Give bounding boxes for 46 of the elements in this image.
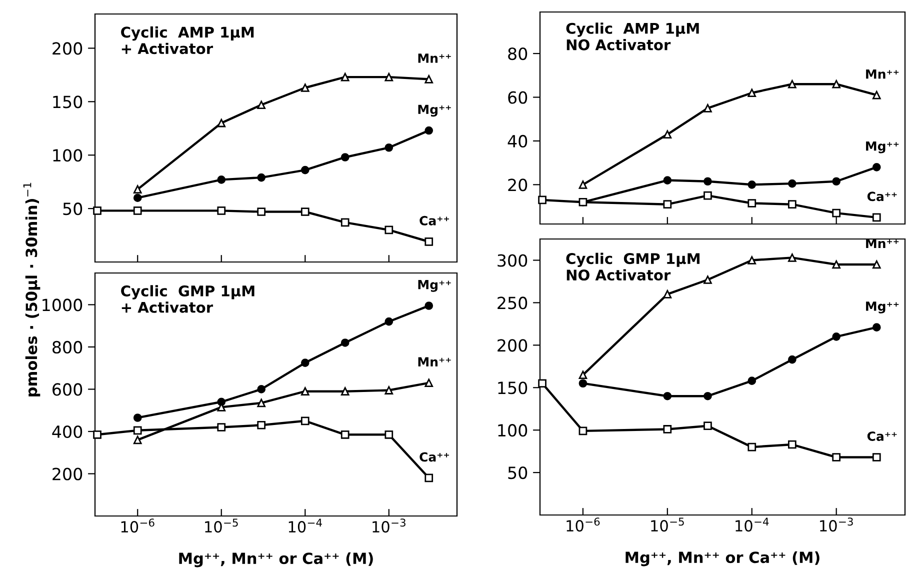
y-tick-label: 20 [508,178,528,192]
series-label: Mn⁺⁺ [418,54,451,63]
y-tick-label: 200 [498,339,528,352]
y-tick-label: 200 [52,42,82,55]
x-tick-label: 10$^{−4}$ [288,518,322,533]
series-label: Mg⁺⁺ [866,302,899,314]
text: Cyclic AMP 1µM NO Activator [566,22,699,50]
x-tick-label: 10$^{−5}$ [651,518,684,532]
series-label: Ca⁺⁺ [420,216,449,226]
text: Cyclic AMP 1µM + Activator [121,26,254,54]
y-tick-label: 600 [52,383,82,396]
series-label: Mn⁺⁺ [866,69,899,79]
series-label: Mg⁺⁺ [866,141,899,154]
x-tick-label: 10$^{−3}$ [372,518,406,533]
series-label: Ca⁺⁺ [867,431,897,441]
series-label: Mg⁺⁺ [418,104,451,117]
x-tick-label: 10$^{−5}$ [205,518,238,533]
y-tick-label: 1000 [42,298,82,312]
x-axis-title: Mg⁺⁺, Mn⁺⁺ or Ca⁺⁺ (M) [179,552,373,568]
y-tick-label: 60 [508,91,528,104]
y-tick-label: 100 [498,424,528,437]
series-label: Mn⁺⁺ [866,238,899,248]
x-tick-label: 10$^{−6}$ [566,518,600,532]
series-label: Mn⁺⁺ [418,357,451,366]
x-tick-label: 10$^{−4}$ [736,518,769,532]
y-tick-label: 150 [498,382,528,394]
series-label: Ca⁺⁺ [867,192,897,202]
y-tick-label: 100 [53,149,82,162]
y-tick-label: 200 [52,468,82,480]
x-axis-title: Mg⁺⁺, Mn⁺⁺ or Ca⁺⁺ (M) [626,551,820,566]
y-tick-label: 150 [53,96,82,108]
series-label: Mg⁺⁺ [418,280,451,292]
y-tick-label: 80 [508,47,528,60]
y-tick-label: 300 [498,254,528,267]
y-tick-label: 400 [52,425,82,438]
y-tick-label: 50 [508,466,528,480]
text: Cyclic GMP 1µM NO Activator [566,252,700,281]
x-tick-label: 10$^{−6}$ [121,518,154,533]
x-tick-label: 10$^{−3}$ [820,518,853,532]
series-label: Ca⁺⁺ [420,452,449,462]
y-tick-label: 250 [498,296,528,310]
y-tick-label: 800 [52,340,82,354]
text: Cyclic GMP 1µM + Activator [121,285,254,313]
y-tick-label: 50 [63,202,82,216]
y-tick-label: 40 [508,134,528,148]
y-axis-title: pmoles · (50µl · 30min)$^{−1}$ [23,182,40,396]
